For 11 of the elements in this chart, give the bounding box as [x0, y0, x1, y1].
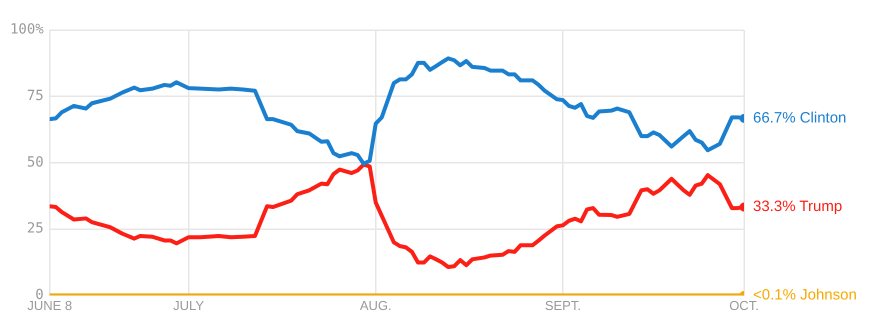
y-tick-label: 75: [26, 88, 44, 104]
y-tick-label: 25: [26, 220, 44, 237]
x-tick-label: JULY: [173, 298, 204, 313]
text: 33.3% Trump: [753, 198, 842, 216]
text: 66.7% Clinton: [753, 110, 846, 127]
y-tick-label: 50: [26, 154, 44, 170]
x-tick-label: OCT.: [729, 298, 759, 313]
x-tick-label: SEPT.: [544, 298, 581, 313]
x-tick-label: JUNE 8: [27, 298, 72, 313]
x-tick-label: AUG.: [360, 298, 392, 313]
y-tick-label: 100%: [10, 22, 44, 38]
